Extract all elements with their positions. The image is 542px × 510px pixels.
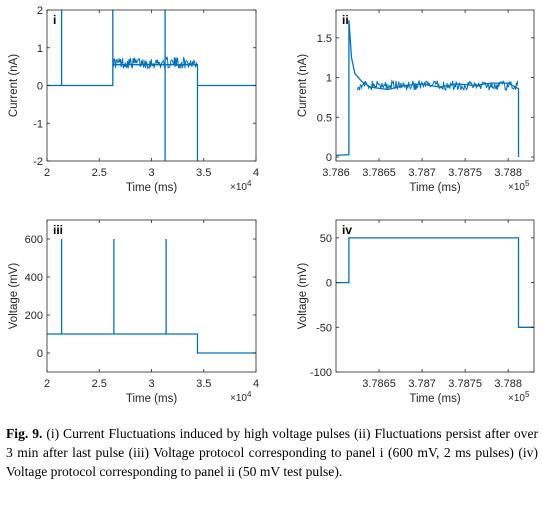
y-tick-label: 50 — [320, 233, 332, 245]
x-tick-label: 4 — [253, 378, 259, 390]
x-tick-label: 3 — [148, 378, 154, 390]
y-tick-label: 400 — [25, 272, 43, 284]
y-tick-label: -100 — [310, 367, 332, 379]
panel-ii: 3.786 3.7865 3.787 3.7875 3.788 0 0.5 1 1.5 Time … — [297, 9, 535, 194]
panel-iv: 3.7865 3.787 3.7875 3.788 -100 -50 0 50 Time (ms… — [297, 219, 535, 405]
panel-i: 2 2.5 3 3.5 4 -2 -1 0 1 2 Time (ms) Current (nA) ×10… — [8, 5, 259, 194]
y-tick-label: 0.5 — [317, 112, 332, 124]
y-tick-label: 1 — [326, 73, 332, 85]
x-tick-label: 3.7865 — [362, 378, 396, 390]
x-tick-label: 3.7865 — [362, 167, 396, 179]
x-tick-label: 2.5 — [92, 167, 107, 179]
series-noise — [357, 79, 519, 92]
panel-label: iii — [53, 223, 63, 237]
x-tick-label: 3.7875 — [448, 378, 482, 390]
x-multiplier: ×104 — [230, 390, 252, 404]
x-axis-label: Time (ms) — [126, 393, 177, 405]
x-tick-label: 2.5 — [92, 378, 107, 390]
x-multiplier: ×105 — [508, 179, 530, 193]
figure-canvas: 2 2.5 3 3.5 4 -2 -1 0 1 2 Time (ms) Current (nA) ×10… — [8, 5, 535, 405]
series-line-1 — [336, 237, 534, 328]
panel-label: i — [53, 13, 56, 27]
y-tick-label: -1 — [33, 118, 43, 130]
x-tick-label: 3.5 — [196, 167, 211, 179]
y-tick-label: 600 — [25, 234, 43, 246]
y-tick-label: 2 — [37, 5, 43, 17]
y-tick-label: 0 — [37, 348, 43, 360]
plot-area — [47, 10, 256, 161]
x-axis-label: Time (ms) — [126, 182, 177, 194]
panel-label: ii — [342, 13, 349, 27]
y-tick-label: 1 — [37, 43, 43, 55]
x-tick-label: 3.788 — [494, 378, 522, 390]
y-axis-label: Voltage (mV) — [297, 263, 309, 330]
series-line-1 — [336, 20, 520, 157]
x-tick-label: 4 — [253, 167, 259, 179]
y-tick-label: 0 — [37, 81, 43, 93]
axes-box — [46, 219, 257, 373]
panel-iii: 2 2.5 3 3.5 4 0 200 400 600 Time (ms) Voltage (mV)… — [8, 219, 259, 405]
x-tick-label: 3.788 — [494, 167, 522, 179]
y-tick-label: 0 — [326, 278, 332, 290]
x-tick-label: 3.786 — [322, 167, 350, 179]
y-tick-label: 200 — [25, 310, 43, 322]
x-tick-label: 3.787 — [408, 167, 436, 179]
x-multiplier: ×105 — [508, 390, 530, 404]
x-tick-label: 2 — [44, 167, 50, 179]
x-tick-label: 3.7875 — [448, 167, 482, 179]
plot-area — [47, 239, 256, 354]
y-tick-label: 1.5 — [317, 33, 332, 45]
caption-text: (i) Current Fluctuations induced by high… — [6, 426, 538, 479]
plot-area — [336, 20, 520, 157]
figure-caption: Fig. 9. (i) Current Fluctuations induced… — [6, 424, 538, 481]
y-tick-label: -2 — [33, 156, 43, 168]
axes-box — [335, 219, 535, 373]
x-tick-label: 3 — [148, 167, 154, 179]
x-axis-label: Time (ms) — [409, 182, 460, 194]
series-line-1 — [47, 239, 256, 354]
y-tick-label: -50 — [316, 322, 332, 334]
plot-area — [336, 237, 534, 328]
x-multiplier: ×104 — [230, 179, 252, 193]
axes-box — [335, 9, 535, 162]
x-tick-label: 3.5 — [196, 378, 211, 390]
y-axis-label: Voltage (mV) — [8, 263, 20, 330]
x-axis-label: Time (ms) — [409, 393, 460, 405]
x-tick-label: 3.787 — [408, 378, 436, 390]
caption-label: Fig. 9. — [6, 426, 43, 441]
series-noise — [112, 56, 198, 70]
panel-label: iv — [342, 223, 352, 237]
x-tick-label: 2 — [44, 378, 50, 390]
y-axis-label: Current (nA) — [297, 54, 309, 117]
y-tick-label: 0 — [326, 152, 332, 164]
y-axis-label: Current (nA) — [8, 54, 20, 117]
series-line-1 — [47, 10, 256, 161]
